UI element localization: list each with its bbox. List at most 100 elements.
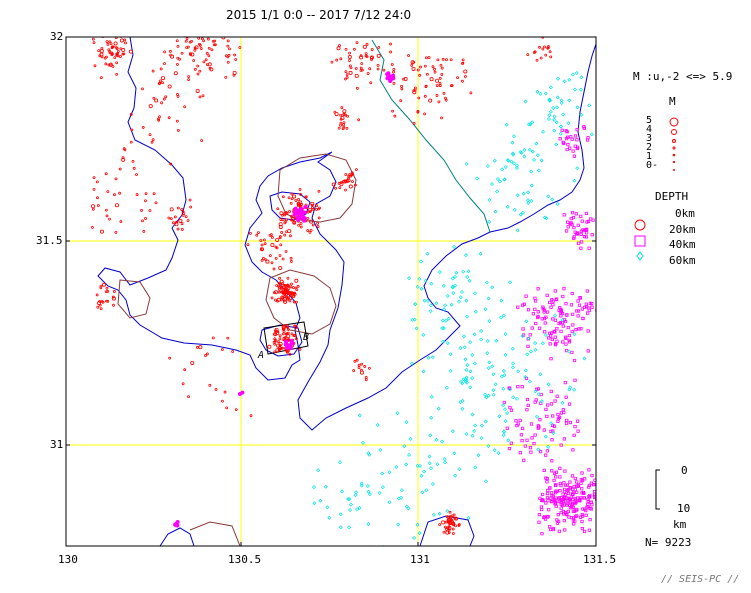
- epicenter-point: [174, 521, 179, 526]
- epicenter-point: [407, 276, 412, 281]
- epicenter-point: [549, 331, 553, 335]
- epicenter-point: [287, 196, 291, 200]
- epicenter-point: [431, 512, 436, 517]
- epicenter-point: [359, 32, 361, 34]
- epicenter-point: [485, 338, 490, 343]
- epicenter-point: [176, 227, 180, 231]
- epicenter-point: [303, 204, 308, 209]
- epicenter-point: [195, 345, 199, 349]
- epicenter-point: [464, 75, 467, 78]
- epicenter-point: [187, 395, 190, 399]
- epicenter-point: [100, 299, 104, 303]
- epicenter-point: [445, 341, 450, 346]
- epicenter-point: [501, 369, 506, 374]
- epicenter-point: [569, 495, 573, 499]
- epicenter-point: [186, 219, 190, 222]
- epicenter-point: [344, 188, 347, 192]
- epicenter-point: [290, 332, 294, 336]
- epicenter-point: [582, 234, 587, 239]
- epicenter-point: [399, 488, 404, 493]
- epicenter-point: [538, 91, 543, 96]
- epicenter-point: [151, 138, 155, 142]
- epicenter-point: [223, 390, 227, 394]
- epicenter-point: [564, 342, 568, 346]
- epicenter-point: [549, 491, 554, 495]
- epicenter-point: [158, 115, 161, 119]
- epicenter-point: [569, 303, 574, 307]
- epicenter-point: [554, 105, 559, 110]
- epicenter-point: [181, 210, 185, 214]
- epicenter-point: [204, 354, 207, 357]
- epicenter-point: [357, 118, 361, 122]
- epicenter-point: [431, 65, 435, 69]
- epicenter-point: [202, 39, 205, 43]
- epicenter-point: [270, 261, 274, 265]
- epicenter-point: [317, 189, 321, 193]
- epicenter-point: [549, 402, 554, 406]
- epicenter-point: [463, 379, 468, 384]
- epicenter-point: [192, 25, 195, 28]
- epicenter-point: [228, 47, 231, 51]
- epicenter-point: [160, 101, 163, 105]
- epicenter-point: [348, 59, 351, 62]
- epicenter-point: [562, 410, 566, 415]
- epicenter-point: [289, 285, 293, 289]
- epicenter-point: [536, 310, 540, 314]
- epicenter-point: [296, 204, 300, 207]
- epicenter-point: [466, 515, 471, 520]
- epicenter-point: [454, 270, 459, 275]
- epicenter-point: [195, 88, 200, 93]
- epicenter-point: [544, 53, 548, 57]
- epicenter-point: [344, 179, 349, 184]
- epicenter-point: [561, 492, 565, 496]
- epicenter-point: [340, 106, 344, 109]
- epicenter-point: [457, 299, 462, 304]
- epicenter-point: [198, 10, 200, 12]
- epicenter-point: [550, 459, 554, 463]
- epicenter-point: [361, 29, 364, 32]
- epicenter-point: [353, 359, 357, 363]
- epicenter-point: [559, 506, 563, 510]
- epicenter-point: [565, 130, 569, 134]
- epicenter-point: [98, 303, 102, 307]
- epicenter-point: [226, 60, 230, 64]
- epicenter-point: [284, 250, 288, 253]
- epicenter-point: [296, 284, 300, 288]
- epicenter-point: [530, 436, 534, 440]
- epicenter-point: [275, 348, 280, 353]
- epicenter-point: [586, 502, 590, 506]
- epicenter-point: [97, 49, 101, 53]
- epicenter-point: [430, 481, 435, 486]
- epicenter-point: [546, 382, 551, 387]
- epicenter-point: [148, 209, 152, 212]
- epicenter-point: [580, 471, 584, 475]
- epicenter-point: [91, 207, 95, 211]
- epicenter-point: [533, 389, 538, 394]
- epicenter-point: [544, 476, 548, 480]
- epicenter-point: [233, 53, 237, 57]
- epicenter-point: [586, 499, 590, 503]
- epicenter-point: [598, 333, 600, 335]
- epicenter-point: [535, 414, 540, 419]
- epicenter-point: [278, 343, 282, 347]
- epicenter-point: [575, 480, 579, 484]
- epicenter-point: [348, 507, 353, 512]
- epicenter-point: [359, 54, 363, 58]
- epicenter-point: [485, 164, 490, 169]
- epicenter-point: [486, 296, 491, 301]
- epicenter-point: [198, 345, 203, 350]
- epicenter-point: [576, 145, 580, 149]
- epicenter-point: [311, 206, 314, 209]
- epicenter-point: [511, 395, 516, 400]
- epicenter-point: [211, 336, 215, 340]
- epicenter-point: [562, 213, 566, 217]
- epicenter-point: [470, 412, 475, 417]
- epicenter-point: [276, 207, 280, 211]
- epicenter-point: [287, 287, 291, 290]
- epicenter-point: [428, 466, 433, 471]
- epicenter-point: [123, 26, 125, 28]
- epicenter-point: [278, 222, 283, 227]
- epicenter-point: [552, 478, 556, 483]
- epicenter-point: [412, 121, 416, 125]
- epicenter-point: [109, 62, 113, 66]
